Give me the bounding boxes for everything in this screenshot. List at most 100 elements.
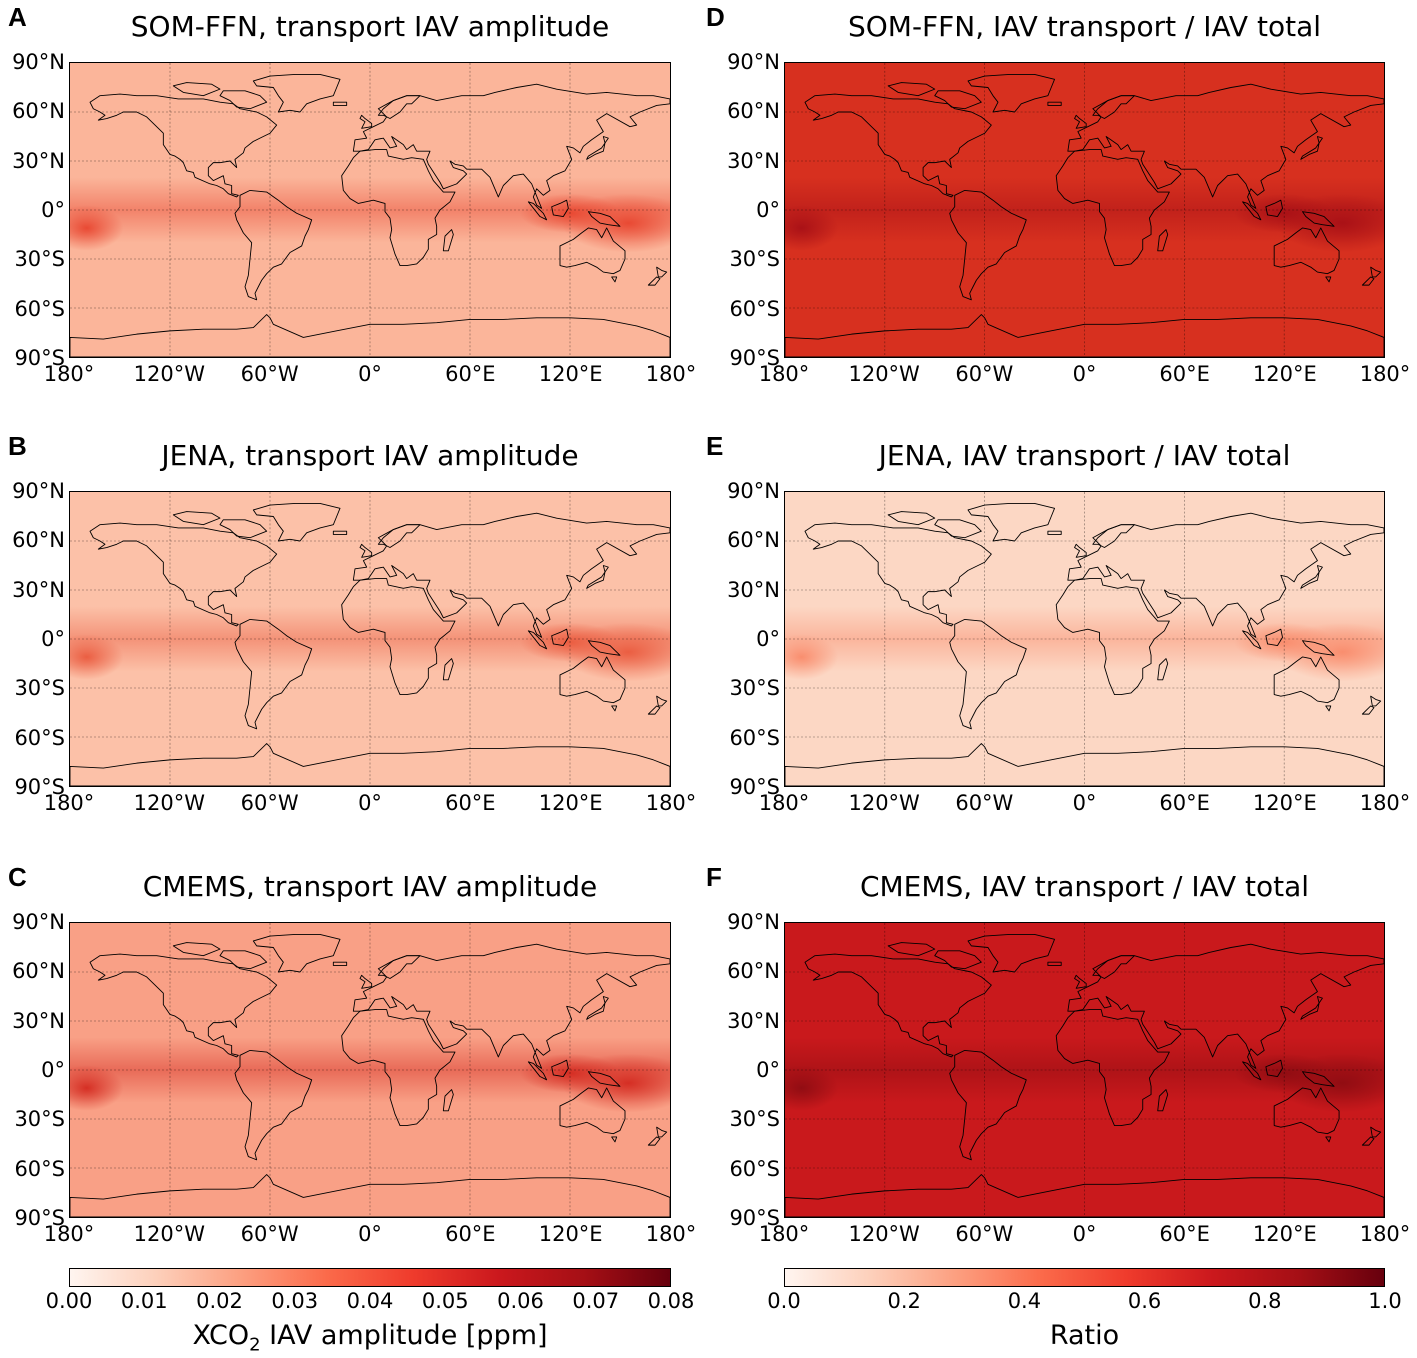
coastline-16	[1301, 137, 1323, 160]
lat-tick-label: 90°N	[727, 50, 780, 74]
lat-tick-label: 30°N	[12, 577, 65, 602]
lon-tick-label: 180°	[43, 1222, 95, 1246]
coastline-18	[333, 102, 346, 105]
coastline-8	[1158, 1090, 1168, 1111]
panel-letter: C	[8, 862, 27, 892]
panel-letter: F	[706, 862, 722, 892]
lat-tick-label: 30°S	[14, 676, 65, 701]
coastline-2	[935, 91, 982, 109]
hotspot-1	[70, 1065, 124, 1111]
coastline-5	[1068, 944, 1384, 1068]
lon-tick-label: 180°	[1359, 1222, 1411, 1246]
coastline-13	[552, 1060, 569, 1076]
coastline-8	[1158, 230, 1168, 251]
coastline-11	[1371, 267, 1381, 277]
lon-tick-label: 60°E	[1159, 791, 1210, 815]
coastline-3	[888, 512, 935, 525]
coastline-2	[220, 951, 267, 969]
coastline-11	[657, 267, 667, 277]
lat-tick-label: 60°S	[14, 725, 65, 750]
map-svg	[785, 923, 1384, 1217]
coastline-13	[1266, 200, 1283, 216]
coastline-12	[1362, 277, 1374, 285]
coastline-1	[968, 503, 1055, 541]
lon-tick-label: 120°E	[538, 362, 603, 386]
hotspot-1	[70, 205, 124, 251]
colorbar-tick-label: 0.08	[647, 1289, 695, 1313]
map-svg	[70, 923, 670, 1217]
coastline-4	[950, 1050, 1027, 1159]
lat-tick-label: 90°N	[727, 910, 780, 934]
coastline-14	[1243, 202, 1261, 220]
coastline-4	[235, 190, 312, 299]
colorbar-tick-label: 0.01	[120, 1289, 168, 1313]
coastline-3	[173, 512, 220, 525]
coastline-14	[528, 1062, 546, 1080]
world-map	[69, 62, 671, 358]
lat-tick-label: 90°N	[727, 479, 780, 503]
coastline-18	[1048, 102, 1061, 105]
coastline-12	[648, 706, 660, 714]
coastline-4	[950, 190, 1027, 299]
hotspot-1	[785, 205, 839, 251]
coastline-0	[90, 523, 277, 626]
lon-tick-label: 0°	[358, 1222, 382, 1246]
lat-tick-label: 30°N	[727, 1008, 780, 1033]
coastline-12	[1362, 706, 1374, 714]
coastline-13	[552, 200, 569, 216]
lat-tick-label: 90°S	[14, 346, 65, 370]
coastline-0	[805, 954, 991, 1057]
map-svg	[785, 492, 1384, 786]
coastline-1	[253, 74, 340, 112]
coastline-13	[552, 629, 569, 645]
lat-tick-label: 0°	[41, 198, 65, 222]
coastline-17	[360, 544, 372, 557]
coastline-3	[173, 83, 220, 96]
coastline-8	[443, 1090, 453, 1111]
coastline-12	[648, 1137, 660, 1145]
panel-title: CMEMS, transport IAV amplitude	[142, 870, 598, 903]
lat-tick-label: 60°N	[727, 99, 780, 124]
colorbar-label-main: XCO	[192, 1320, 250, 1351]
coastline-12	[1362, 1137, 1374, 1145]
lat-tick-label: 90°N	[12, 479, 65, 503]
world-map	[784, 62, 1385, 358]
lat-tick-label: 0°	[41, 627, 65, 651]
lat-tick-label: 90°S	[729, 1206, 780, 1230]
coastline-19	[785, 315, 1384, 357]
lon-tick-label: 120°E	[538, 791, 603, 815]
coastline-0	[90, 954, 277, 1057]
coastline-10	[612, 1137, 617, 1142]
coastline-19	[785, 744, 1384, 786]
lon-tick-label: 60°E	[1159, 1222, 1210, 1246]
lon-tick-label: 60°W	[955, 791, 1014, 815]
lat-tick-label: 60°N	[12, 528, 65, 553]
coastline-4	[235, 619, 312, 728]
coastline-15	[1302, 1072, 1334, 1087]
coastline-15	[588, 1072, 620, 1087]
coastline-7	[342, 579, 455, 695]
panel-letter: B	[8, 431, 27, 461]
coastline-9	[560, 657, 625, 703]
coastline-19	[70, 744, 670, 786]
colorbar-tick-label: 0.4	[1007, 1289, 1042, 1313]
world-map	[69, 491, 671, 787]
coastline-7	[1056, 1010, 1169, 1126]
lon-tick-label: 120°W	[133, 791, 205, 815]
map-svg	[785, 63, 1384, 357]
coastline-10	[612, 277, 617, 282]
lon-tick-label: 60°E	[1159, 362, 1210, 386]
lat-tick-label: 90°N	[12, 910, 65, 934]
coastline-17	[1075, 544, 1087, 557]
lon-tick-label: 120°E	[538, 1222, 603, 1246]
lat-tick-label: 60°N	[12, 99, 65, 124]
lat-tick-label: 30°S	[14, 247, 65, 272]
lon-tick-label: 180°	[1359, 362, 1411, 386]
lon-tick-label: 60°W	[955, 362, 1014, 386]
lon-tick-label: 60°E	[445, 791, 496, 815]
coastline-5	[353, 944, 670, 1068]
panel-letter: D	[706, 2, 725, 32]
coastline-16	[587, 997, 609, 1020]
lat-tick-label: 60°N	[727, 528, 780, 553]
lon-tick-label: 180°	[758, 1222, 810, 1246]
